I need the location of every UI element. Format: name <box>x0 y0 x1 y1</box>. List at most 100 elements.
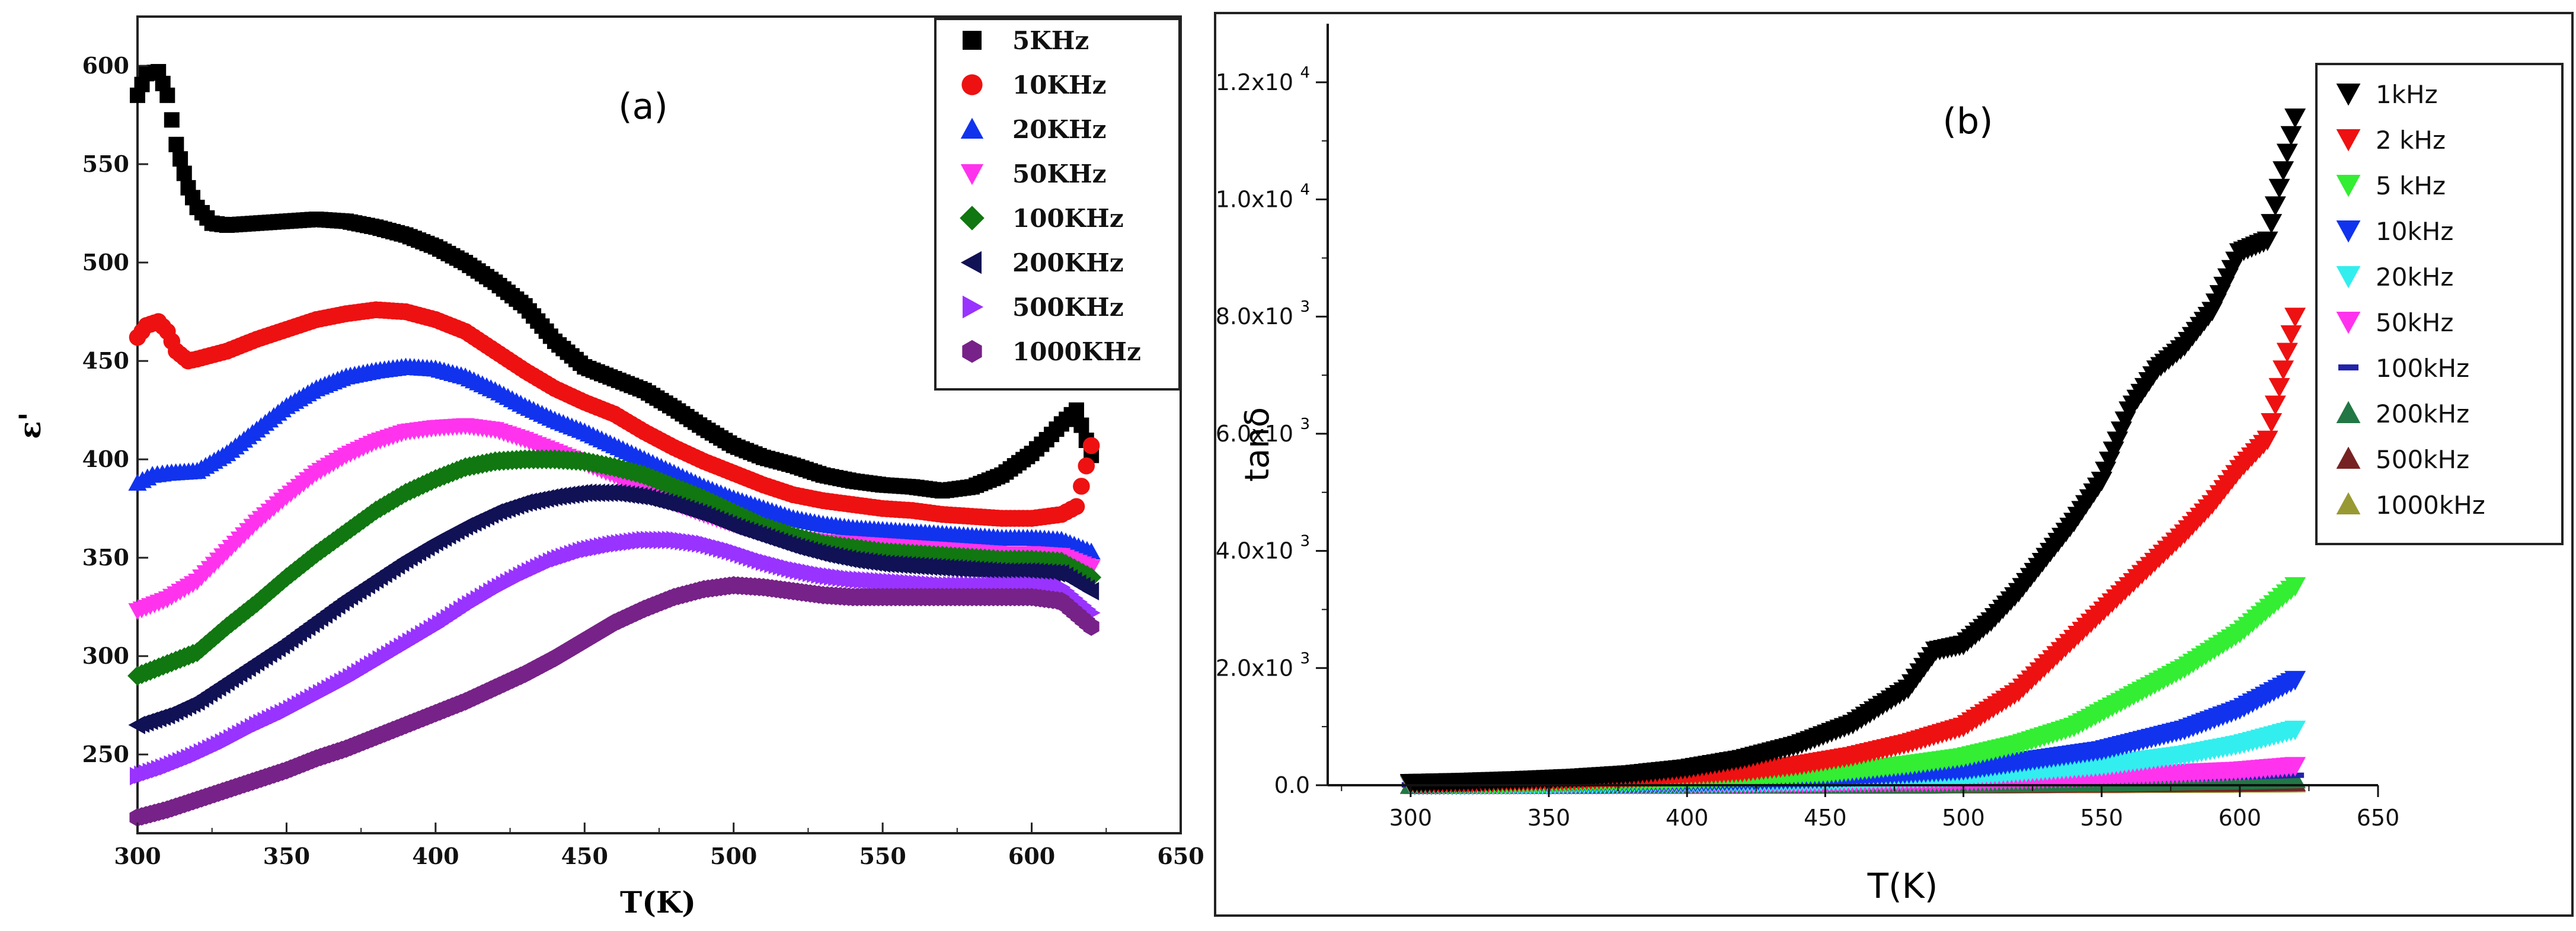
legend-marker-a <box>961 74 983 95</box>
axes-a: 300 350 400 450 500 550 600 650 250 300 350 400 450 5… <box>82 52 1204 869</box>
legend-marker-a <box>963 31 982 50</box>
legend-label-a: 500KHz <box>1012 293 1124 322</box>
legend-marker-a <box>963 295 984 319</box>
legend-marker-b <box>2336 175 2361 197</box>
series-a-1 <box>130 63 1100 499</box>
data-point <box>1078 457 1095 475</box>
series-a-7 <box>130 530 1101 786</box>
panel-a: 300 350 400 450 500 550 600 650 250 300 350 400 450 5… <box>12 15 1204 920</box>
y-tick-label-b: 8.0x10 <box>1216 303 1293 329</box>
data-point <box>2276 143 2298 164</box>
data-point <box>2284 769 2306 789</box>
x-tick-label-a: 550 <box>859 843 906 869</box>
y-tick-exponent-b: 3 <box>1300 298 1310 316</box>
data-point <box>1083 617 1100 636</box>
data-point <box>2264 395 2286 415</box>
legend-marker-b <box>2336 312 2361 334</box>
legend-marker-a <box>962 340 982 363</box>
x-tick-label-b: 400 <box>1666 805 1709 831</box>
data-point <box>2280 325 2302 345</box>
y-axis-label-a: ε' <box>12 412 47 439</box>
legend-marker-a <box>960 251 982 274</box>
data-point <box>2280 126 2302 146</box>
y-tick-label-a: 500 <box>82 249 129 276</box>
x-tick-label-b: 350 <box>1527 805 1571 831</box>
x-tick-label-a: 650 <box>1157 843 1204 869</box>
legend-marker-b <box>2336 401 2361 423</box>
data-point <box>2257 231 2278 251</box>
legend-label-a: 5KHz <box>1012 26 1089 55</box>
legend-label-a: 50KHz <box>1012 159 1106 188</box>
y-tick-exponent-b: 4 <box>1300 64 1310 82</box>
legend-label-a: 100KHz <box>1012 204 1124 233</box>
y-tick-label-a: 550 <box>82 151 129 177</box>
legend-b: 1kHz 2 kHz 5 kHz 10kHz 20kHz 50kHz 100kHz 200kH… <box>2315 63 2564 545</box>
legend-label-b: 100kHz <box>2376 354 2469 383</box>
legend-label-a: 200KHz <box>1012 248 1124 277</box>
legend-marker-b <box>2336 129 2361 152</box>
data-point <box>1082 581 1100 601</box>
legend-marker-a <box>960 206 985 231</box>
y-tick-label-a: 250 <box>82 741 129 767</box>
data-point <box>1082 437 1100 455</box>
data-point <box>2268 377 2290 398</box>
y-tick-label-b: 2.0x10 <box>1216 655 1293 681</box>
data-point <box>2273 161 2294 181</box>
data-point <box>2284 671 2306 691</box>
legend-label-a: 20KHz <box>1012 115 1106 144</box>
y-tick-label-a: 450 <box>82 347 129 374</box>
panel-label-b: (b) <box>1943 101 1993 142</box>
x-tick-label-b: 650 <box>2357 805 2400 831</box>
legend-label-b: 200kHz <box>2376 399 2469 428</box>
data-point <box>1073 478 1090 495</box>
x-tick-label-a: 600 <box>1008 843 1055 869</box>
x-tick-label-b: 600 <box>2219 805 2262 831</box>
legend-marker-b <box>2336 220 2361 243</box>
data-point <box>159 87 175 103</box>
legend-label-b: 20kHz <box>2376 263 2453 292</box>
series-b-1 <box>1399 108 2306 794</box>
data-point <box>176 165 192 181</box>
legend-label-b: 1000kHz <box>2376 491 2485 520</box>
data-point <box>2284 757 2306 777</box>
y-tick-label-b: 1.2x10 <box>1216 69 1293 95</box>
legend-a: 5KHz 10KHz 20KHz 50KHz 100KHz 200KHz 500KHz 100… <box>934 18 1181 391</box>
plot-area-a <box>127 63 1102 827</box>
panel-label-a: (a) <box>618 86 668 127</box>
panel-b: 300 350 400 450 500 550 600 650 0.0 2.0x10 3 4.0x10… <box>1214 12 2574 917</box>
plot-area-b <box>1399 108 2306 796</box>
y-tick-exponent-b: 3 <box>1300 415 1310 433</box>
data-point <box>172 151 188 167</box>
legend-marker-b <box>2338 364 2358 371</box>
x-axis-label-a: T(K) <box>620 885 696 920</box>
data-point <box>2284 577 2306 597</box>
data-point <box>2284 721 2306 741</box>
y-tick-exponent-b: 3 <box>1300 650 1310 667</box>
data-point <box>2264 196 2286 216</box>
x-axis-label-b: T(K) <box>1867 866 1938 906</box>
y-tick-label-a: 600 <box>82 52 129 79</box>
data-point <box>2284 108 2306 129</box>
x-tick-label-b: 450 <box>1804 805 1847 831</box>
legend-label-b: 10kHz <box>2376 217 2453 246</box>
x-tick-label-a: 300 <box>114 843 161 869</box>
legend-label-b: 5 kHz <box>2376 171 2446 200</box>
legend-marker-b <box>2336 446 2361 469</box>
legend-marker-a <box>960 117 984 139</box>
legend-label-b: 50kHz <box>2376 308 2453 337</box>
y-tick-label-a: 350 <box>82 544 129 571</box>
legend-marker-b <box>2336 266 2361 289</box>
data-point <box>168 136 184 152</box>
y-tick-exponent-b: 4 <box>1300 181 1310 199</box>
legend-label-b: 2 kHz <box>2376 126 2446 155</box>
data-point <box>2276 343 2298 363</box>
data-point <box>2284 308 2306 328</box>
data-point <box>1073 417 1089 433</box>
data-point <box>1069 402 1084 418</box>
series-a-8 <box>129 576 1100 827</box>
legend-marker-b <box>2336 492 2361 514</box>
legend-label-a: 1000KHz <box>1012 337 1141 366</box>
x-tick-label-a: 350 <box>263 843 310 869</box>
y-tick-label-b: 6.0x10 <box>1216 421 1293 447</box>
